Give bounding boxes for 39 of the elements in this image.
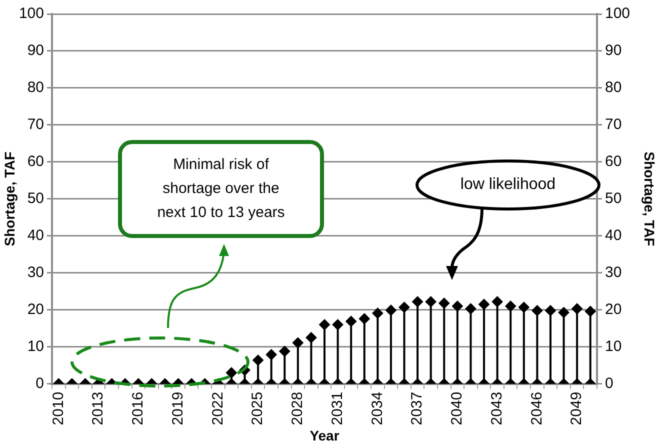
x-tick-label: 2034 — [368, 392, 386, 426]
y-tick-label: 10 — [27, 338, 44, 355]
y-tick-label: 50 — [27, 190, 44, 208]
x-tick-label: 2013 — [90, 392, 107, 426]
y2-tick-label: 0 — [605, 374, 614, 392]
y2-tick-label: 90 — [605, 42, 622, 60]
y-axis-title: Shortage, TAF — [1, 151, 18, 246]
y2-tick-label: 30 — [605, 264, 622, 282]
y2-tick-label: 50 — [605, 190, 622, 208]
x-tick-label: 2031 — [328, 392, 346, 426]
x-tick-label: 2016 — [130, 392, 147, 426]
y-tick-label: 90 — [27, 42, 44, 60]
y-tick-label: 80 — [27, 79, 44, 96]
y2-tick-label: 80 — [605, 79, 622, 96]
y2-tick-label: 100 — [605, 5, 630, 22]
y-tick-label: 100 — [18, 5, 44, 22]
y2-tick-label: 40 — [605, 227, 622, 244]
y-tick-label: 30 — [27, 264, 44, 282]
y2-tick-label: 70 — [605, 116, 622, 134]
y2-tick-label: 10 — [605, 338, 622, 355]
y-tick-label: 70 — [27, 116, 44, 134]
x-tick-label: 2025 — [249, 392, 266, 426]
x-tick-label: 2046 — [528, 392, 546, 426]
y2-axis-title: Shortage, TAF — [642, 152, 658, 247]
y-tick-label: 0 — [36, 374, 44, 392]
x-tick-label: 2040 — [448, 392, 466, 426]
x-tick-label: 2019 — [169, 392, 186, 426]
x-tick-label: 2043 — [488, 392, 506, 426]
x-axis-title: Year — [310, 427, 340, 444]
x-tick-label: 2022 — [209, 392, 226, 426]
y-tick-label: 20 — [27, 301, 44, 318]
x-tick-label: 2028 — [289, 392, 306, 426]
x-tick-label: 2010 — [50, 392, 67, 426]
y-tick-label: 40 — [27, 227, 44, 244]
x-tick-label: 2037 — [408, 392, 426, 426]
y2-tick-label: 60 — [605, 153, 622, 170]
x-tick-label: 2049 — [568, 392, 586, 426]
y2-tick-label: 20 — [605, 301, 622, 318]
y-tick-label: 60 — [27, 153, 44, 170]
